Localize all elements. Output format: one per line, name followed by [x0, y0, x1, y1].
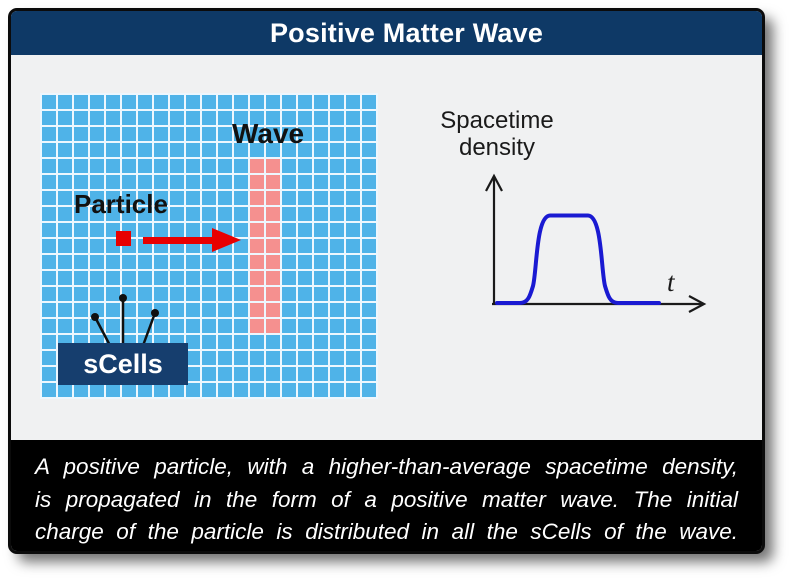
wave-label: Wave: [232, 118, 305, 149]
density-pulse-curve: [495, 213, 661, 305]
propagation-arrow-icon: [143, 237, 213, 244]
caption-bar: A positive particle, with a higher-than-…: [11, 440, 762, 551]
title-bar: Positive Matter Wave: [11, 11, 762, 55]
caption-line: charge of the particle is distributed in…: [35, 519, 738, 544]
caption-line: is propagated in the form of a positive …: [35, 486, 738, 512]
x-axis-arrowhead-icon: [688, 295, 707, 313]
particle-label: Particle: [74, 189, 168, 219]
page-title: Positive Matter Wave: [269, 17, 544, 48]
caption-line: A positive particle, with a higher-than-…: [35, 454, 738, 479]
spacetime-density-plot: t: [485, 173, 707, 313]
y-axis-arrowhead-icon: [485, 173, 503, 192]
scells-callout-box: sCells: [58, 343, 188, 385]
spacetime-grid: Wave Particle sCells: [40, 93, 378, 399]
diagram-area: Wave Particle sCells Spacetime density t: [11, 55, 762, 440]
particle-square: [116, 231, 131, 246]
propagation-arrow-head-icon: [212, 228, 241, 252]
scells-label: sCells: [83, 348, 163, 379]
plot-xlabel: t: [667, 267, 676, 297]
plot-ylabel: Spacetime density: [440, 107, 554, 161]
slide-card: Positive Matter Wave Wave Particle sCell…: [8, 8, 765, 554]
